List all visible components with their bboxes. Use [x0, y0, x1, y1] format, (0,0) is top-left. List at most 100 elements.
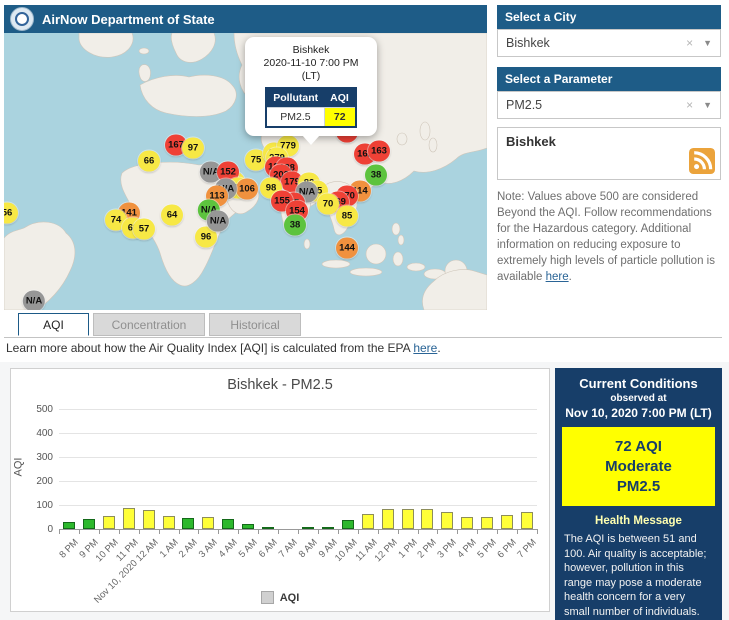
- popup-city: Bishkek: [250, 44, 372, 57]
- city-select-value: Bishkek: [506, 36, 686, 50]
- x-axis-tick-label: 1 AM: [157, 537, 180, 560]
- aqi-bar[interactable]: [222, 519, 234, 529]
- tab-concentration[interactable]: Concentration: [93, 313, 205, 336]
- aqi-bar[interactable]: [143, 510, 155, 529]
- popup-col-pollutant: Pollutant: [266, 88, 324, 108]
- app-title: AirNow Department of State: [42, 12, 215, 27]
- legend-swatch-icon: [261, 591, 274, 604]
- note-here-link[interactable]: here: [546, 271, 569, 283]
- x-axis-tick-label: 8 PM: [57, 537, 80, 560]
- parameter-select[interactable]: PM2.5 × ▼: [497, 91, 721, 119]
- aqi-marker[interactable]: 38: [365, 165, 387, 186]
- x-axis-tick: [437, 529, 438, 534]
- parameter-clear-icon[interactable]: ×: [686, 98, 693, 112]
- aqi-marker[interactable]: 144: [336, 238, 358, 259]
- chart-title: Bishkek - PM2.5: [11, 377, 549, 393]
- x-axis-tick: [159, 529, 160, 534]
- x-axis-tick: [398, 529, 399, 534]
- x-axis-tick: [59, 529, 60, 534]
- city-clear-icon[interactable]: ×: [686, 36, 693, 50]
- gridline: [59, 433, 537, 434]
- rss-feed-icon[interactable]: [689, 148, 715, 174]
- city-feed-box[interactable]: Bishkek: [497, 127, 721, 180]
- aqi-bar[interactable]: [302, 527, 314, 529]
- aqi-bar[interactable]: [362, 514, 374, 529]
- x-axis-tick: [79, 529, 80, 534]
- x-axis-tick: [457, 529, 458, 534]
- current-conditions-title: Current Conditions: [555, 376, 722, 391]
- aqi-marker[interactable]: 163: [368, 141, 390, 162]
- popup-aqi-value: 72: [324, 108, 356, 128]
- aqi-bar[interactable]: [402, 509, 414, 529]
- current-aqi-category: Moderate: [605, 458, 672, 475]
- health-message-body: The AQI is between 51 and 100. Air quali…: [564, 532, 713, 620]
- aqi-marker[interactable]: 106: [236, 179, 258, 200]
- x-axis-tick: [378, 529, 379, 534]
- aqi-bar[interactable]: [163, 516, 175, 529]
- aqi-bar[interactable]: [202, 517, 214, 529]
- aqi-marker[interactable]: 66: [138, 151, 160, 172]
- aqi-bar[interactable]: [501, 515, 513, 529]
- aqi-bar[interactable]: [83, 519, 95, 529]
- aqi-marker[interactable]: 57: [133, 219, 155, 240]
- y-axis-tick-label: 300: [19, 452, 53, 463]
- aqi-bar[interactable]: [123, 508, 135, 529]
- x-axis-tick: [278, 529, 279, 534]
- x-axis-tick: [238, 529, 239, 534]
- y-axis-tick-label: 0: [19, 524, 53, 535]
- city-dropdown-caret-icon[interactable]: ▼: [703, 38, 712, 48]
- x-axis-tick: [517, 529, 518, 534]
- app-header: AirNow Department of State: [4, 5, 487, 33]
- select-parameter-header: Select a Parameter: [497, 67, 721, 91]
- x-axis-tick: [99, 529, 100, 534]
- observed-at-value: Nov 10, 2020 7:00 PM (LT): [555, 406, 722, 420]
- popup-pollutant-value: PM2.5: [266, 108, 324, 128]
- parameter-dropdown-caret-icon[interactable]: ▼: [703, 100, 712, 110]
- aqi-marker[interactable]: 64: [161, 205, 183, 226]
- y-axis-tick-label: 100: [19, 500, 53, 511]
- y-axis-tick-label: 500: [19, 404, 53, 415]
- aqi-marker[interactable]: 38: [284, 215, 306, 236]
- x-axis-tick: [179, 529, 180, 534]
- popup-datetime: 2020-11-10 7:00 PM: [250, 57, 372, 70]
- current-aqi-value: 72 AQI: [615, 438, 662, 455]
- aqi-bar[interactable]: [342, 520, 354, 529]
- x-axis-tick: [119, 529, 120, 534]
- aqi-bar[interactable]: [421, 509, 433, 529]
- aqi-bar[interactable]: [242, 524, 254, 529]
- aqi-bar[interactable]: [262, 527, 274, 529]
- gridline: [59, 481, 537, 482]
- tab-aqi[interactable]: AQI: [18, 313, 89, 336]
- x-axis-tick-label: 5 PM: [476, 537, 499, 560]
- x-axis-tick-label: 7 AM: [277, 537, 300, 560]
- parameter-select-value: PM2.5: [506, 98, 686, 112]
- aqi-bar[interactable]: [63, 522, 75, 529]
- gridline: [59, 409, 537, 410]
- aqi-marker[interactable]: 97: [182, 138, 204, 159]
- x-axis-tick-label: 1 PM: [396, 537, 419, 560]
- aqi-bar[interactable]: [103, 516, 115, 529]
- city-select[interactable]: Bishkek × ▼: [497, 29, 721, 57]
- department-of-state-seal-icon: [10, 7, 34, 31]
- aqi-marker[interactable]: N/A: [23, 291, 45, 311]
- aqi-bar[interactable]: [382, 509, 394, 529]
- x-axis-tick-label: 3 AM: [197, 537, 220, 560]
- x-axis-tick: [418, 529, 419, 534]
- aqi-note: Note: Values above 500 are considered Be…: [497, 189, 721, 285]
- tab-historical[interactable]: Historical: [209, 313, 301, 336]
- popup-table: Pollutant AQI PM2.5 72: [265, 87, 357, 128]
- x-axis-tick: [338, 529, 339, 534]
- x-axis-tick-label: 8 AM: [297, 537, 320, 560]
- aqi-bar[interactable]: [481, 517, 493, 529]
- popup-tail: [302, 135, 320, 145]
- learn-more-here-link[interactable]: here: [413, 341, 437, 355]
- aqi-bar[interactable]: [461, 517, 473, 529]
- aqi-marker[interactable]: 85: [336, 206, 358, 227]
- world-map[interactable]: Bishkek 2020-11-10 7:00 PM (LT) Pollutan…: [4, 33, 487, 310]
- x-axis-tick: [318, 529, 319, 534]
- aqi-bar[interactable]: [441, 512, 453, 529]
- aqi-bar[interactable]: [322, 527, 334, 529]
- x-axis-tick-label: 5 AM: [237, 537, 260, 560]
- aqi-bar[interactable]: [182, 518, 194, 529]
- aqi-bar[interactable]: [521, 512, 533, 529]
